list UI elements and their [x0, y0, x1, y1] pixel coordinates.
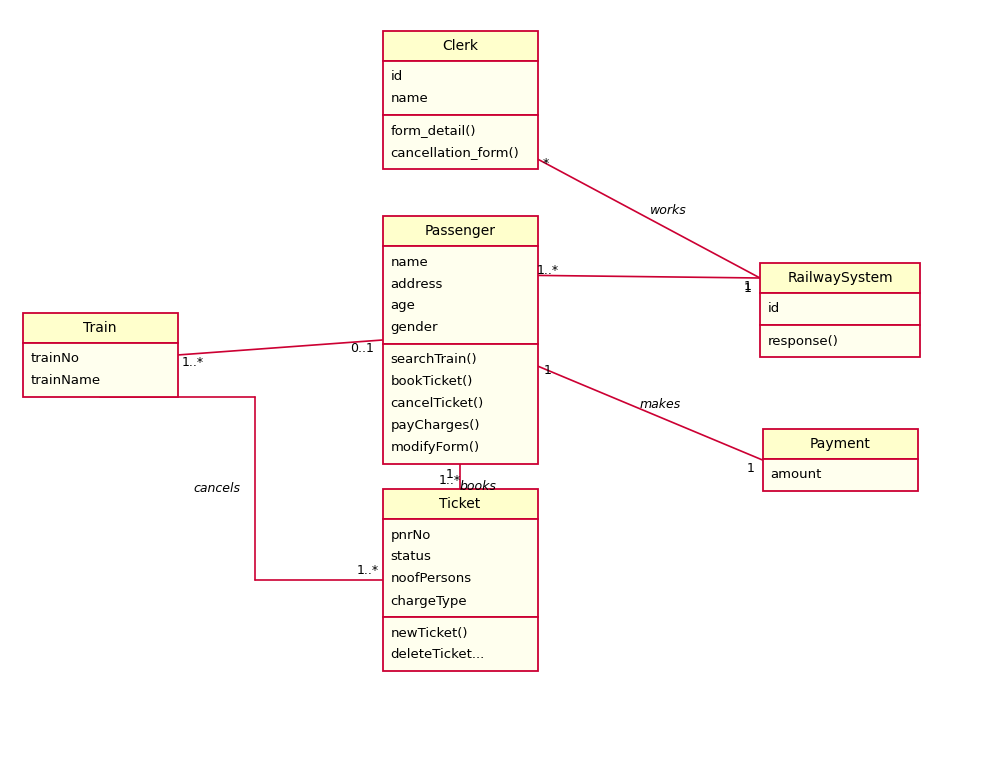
Text: modifyForm(): modifyForm()	[391, 441, 479, 454]
Text: 1..*: 1..*	[356, 563, 379, 577]
Bar	[383, 617, 537, 671]
Text: *: *	[542, 157, 549, 170]
Bar	[760, 293, 920, 325]
Text: RailwaySystem: RailwaySystem	[787, 271, 892, 285]
Text: address: address	[391, 278, 443, 291]
Text: Train: Train	[84, 321, 117, 335]
Text: payCharges(): payCharges()	[391, 419, 480, 432]
Bar	[763, 429, 917, 459]
Text: 1..*: 1..*	[181, 357, 204, 369]
Text: 1..*: 1..*	[439, 475, 461, 488]
Text: newTicket(): newTicket()	[391, 627, 468, 640]
Text: Payment: Payment	[810, 437, 871, 451]
Text: bookTicket(): bookTicket()	[391, 375, 473, 388]
Bar	[383, 61, 537, 115]
Bar	[23, 313, 177, 343]
Bar	[383, 489, 537, 519]
Bar	[763, 459, 917, 491]
Text: 1: 1	[744, 279, 752, 292]
Text: 1: 1	[543, 365, 551, 378]
Text: pnrNo: pnrNo	[391, 528, 431, 541]
Bar	[760, 325, 920, 357]
Bar	[383, 246, 537, 344]
Text: 1: 1	[446, 468, 454, 481]
Bar	[383, 519, 537, 617]
Text: searchTrain(): searchTrain()	[391, 354, 477, 366]
Text: Ticket: Ticket	[440, 497, 480, 511]
Text: response(): response()	[768, 335, 839, 347]
Text: 1: 1	[744, 282, 752, 294]
Text: noofPersons: noofPersons	[391, 572, 471, 585]
Text: status: status	[391, 550, 431, 563]
Text: name: name	[391, 92, 428, 105]
Text: cancels: cancels	[194, 482, 240, 495]
Text: gender: gender	[391, 322, 438, 335]
Text: 1: 1	[747, 462, 755, 475]
Text: id: id	[768, 303, 780, 316]
Text: cancellation_form(): cancellation_form()	[391, 147, 520, 160]
Text: form_detail(): form_detail()	[391, 124, 476, 138]
Text: cancelTicket(): cancelTicket()	[391, 397, 484, 410]
Text: trainName: trainName	[31, 375, 100, 388]
Bar	[760, 263, 920, 293]
Text: chargeType: chargeType	[391, 594, 467, 608]
Text: 1..*: 1..*	[536, 264, 559, 277]
Bar	[383, 115, 537, 169]
Text: 0..1: 0..1	[350, 341, 375, 354]
Text: amount: amount	[770, 469, 822, 481]
Text: trainNo: trainNo	[31, 353, 80, 366]
Text: name: name	[391, 256, 428, 269]
Bar	[23, 343, 177, 397]
Text: makes: makes	[640, 398, 681, 412]
Text: books: books	[460, 479, 497, 493]
Text: Clerk: Clerk	[442, 39, 478, 53]
Bar	[383, 31, 537, 61]
Bar	[383, 344, 537, 464]
Text: Passenger: Passenger	[424, 224, 496, 238]
Text: works: works	[650, 204, 687, 217]
Text: deleteTicket...: deleteTicket...	[391, 649, 485, 662]
Text: id: id	[391, 70, 402, 83]
Text: age: age	[391, 300, 415, 313]
Bar	[383, 216, 537, 246]
